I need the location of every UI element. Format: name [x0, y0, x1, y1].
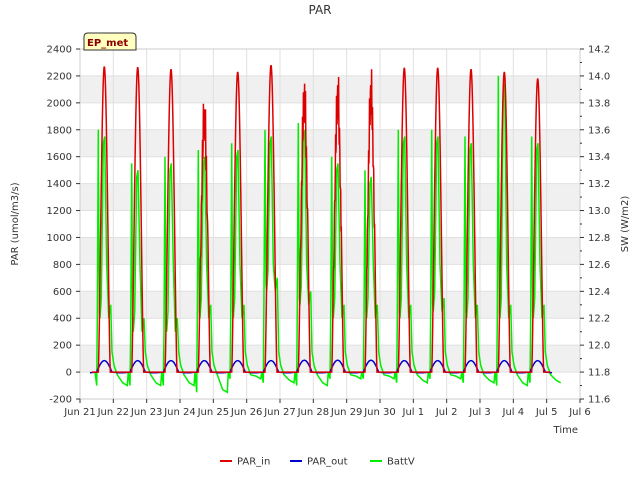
- right-tick-label: 12.8: [588, 233, 610, 244]
- legend-label: BattV: [387, 457, 415, 468]
- x-axis-label: Time: [553, 425, 578, 436]
- right-tick-label: 13.8: [588, 98, 610, 109]
- left-tick-label: 1000: [47, 233, 72, 244]
- background-band: [80, 129, 580, 157]
- background-band: [80, 75, 580, 103]
- left-tick-label: 2400: [47, 45, 72, 56]
- x-tick-label: Jun 25: [197, 407, 230, 418]
- x-tick-label: Jun 29: [330, 407, 363, 418]
- left-tick-label: 1200: [47, 206, 72, 217]
- left-tick-label: 1800: [47, 125, 72, 136]
- left-tick-label: 0: [66, 368, 72, 379]
- legend: PAR_in PAR_out BattV: [220, 457, 415, 468]
- legend-item-par-out: PAR_out: [290, 457, 348, 468]
- x-tick-label: Jul 2: [435, 407, 458, 418]
- x-tick-label: Jun 22: [97, 407, 130, 418]
- legend-label: PAR_out: [307, 457, 348, 468]
- right-tick-label: 12.2: [588, 314, 610, 325]
- right-tick-label: 14.0: [588, 71, 610, 82]
- x-tick-label: Jun 21: [63, 407, 96, 418]
- legend-item-par-in: PAR_in: [220, 457, 270, 468]
- background-band: [80, 237, 580, 265]
- right-tick-label: 12.6: [588, 260, 610, 271]
- x-tick-label: Jun 26: [230, 407, 263, 418]
- left-tick-label: 2000: [47, 98, 72, 109]
- x-tick-label: Jun 27: [263, 407, 296, 418]
- x-tick-label: Jul 6: [568, 407, 591, 418]
- x-tick-label: Jul 1: [402, 407, 425, 418]
- series-lines: [89, 65, 562, 394]
- x-tick-label: Jun 28: [297, 407, 330, 418]
- right-tick-label: 11.6: [588, 395, 610, 406]
- legend-item-battv: BattV: [370, 457, 415, 468]
- y-axis-label-left: PAR (umol/m3/s): [10, 182, 21, 265]
- right-tick-label: 11.8: [588, 368, 610, 379]
- left-tick-label: -200: [49, 395, 72, 406]
- x-tick-label: Jun 24: [163, 407, 196, 418]
- chart-title: PAR: [308, 3, 331, 17]
- right-tick-label: 12.0: [588, 341, 610, 352]
- right-tick-label: 14.2: [588, 45, 610, 56]
- x-tick-label: Jul 5: [535, 407, 558, 418]
- x-tick-label: Jun 23: [130, 407, 163, 418]
- right-tick-label: 13.4: [588, 152, 610, 163]
- station-badge-label: EP_met: [87, 38, 128, 49]
- left-axis-ticks: -200 0 200 400 600 800 1000 1200 1400 1600 1800 200…: [47, 45, 80, 406]
- left-tick-label: 1400: [47, 179, 72, 190]
- right-tick-label: 13.6: [588, 125, 610, 136]
- x-axis-ticks: Jun 21 Jun 22 Jun 23 Jun 24 Jun 25 Jun 26 Jun …: [63, 399, 591, 418]
- left-tick-label: 200: [53, 341, 72, 352]
- x-tick-label: Jul 3: [468, 407, 491, 418]
- y-axis-label-right: SW (W/m2): [620, 196, 631, 253]
- left-tick-label: 600: [53, 287, 72, 298]
- left-tick-label: 1600: [47, 152, 72, 163]
- left-tick-label: 800: [53, 260, 72, 271]
- x-tick-label: Jul 4: [502, 407, 525, 418]
- left-tick-label: 2200: [47, 71, 72, 82]
- background-band: [80, 183, 580, 211]
- right-tick-label: 13.2: [588, 179, 610, 190]
- x-tick-label: Jun 30: [363, 407, 396, 418]
- right-axis-ticks: 11.6 11.8 12.0 12.2 12.4 12.6 12.8 13.0 13.2 13.4…: [580, 45, 610, 406]
- right-tick-label: 13.0: [588, 206, 610, 217]
- right-tick-label: 12.4: [588, 287, 610, 298]
- station-badge: EP_met: [83, 32, 137, 51]
- left-tick-label: 400: [53, 314, 72, 325]
- series-line-par-in: [91, 65, 551, 373]
- legend-label: PAR_in: [237, 457, 270, 468]
